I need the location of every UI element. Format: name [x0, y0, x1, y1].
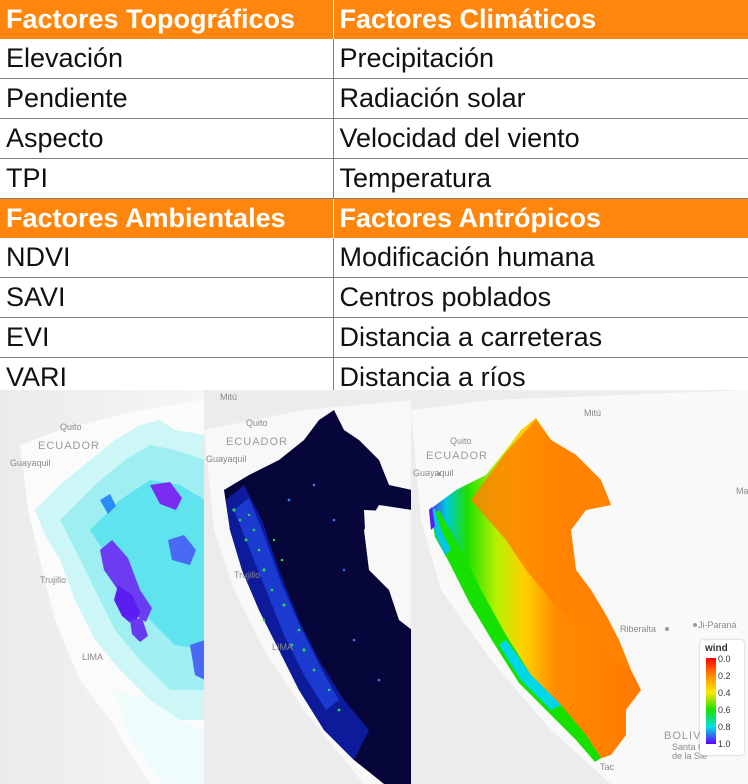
table-cell: SAVI	[0, 277, 334, 318]
legend-tick: 1.0	[718, 739, 731, 749]
table-cell: TPI	[0, 158, 334, 199]
legend-tick: 0.0	[718, 654, 731, 664]
table-header-cell: Factores Ambientales	[0, 198, 334, 238]
table-row: SAVI Centros poblados	[0, 277, 748, 318]
city-dot-riberalta	[665, 627, 669, 631]
table-row: NDVI Modificación humana	[0, 238, 748, 278]
label-ecuador-1: ECUADOR	[38, 440, 101, 452]
legend-tick: 0.6	[718, 705, 731, 715]
map-panel-color	[411, 390, 748, 784]
table-cell: Precipitación	[333, 39, 748, 79]
table-header-cell: Factores Climáticos	[333, 0, 748, 39]
label-lima-2: LIMA	[272, 642, 294, 652]
table-cell: Distancia a carreteras	[333, 317, 748, 358]
label-quito-3: Quito	[450, 436, 472, 446]
table-cell: EVI	[0, 317, 334, 358]
label-de-la-sierra-3: de la Sie	[672, 751, 708, 761]
city-dot-guayaquil	[437, 472, 441, 476]
table-cell: Radiación solar	[333, 78, 748, 119]
table-header-row: Factores Topográficos Factores Climáticos	[0, 0, 748, 39]
table-cell: Centros poblados	[333, 277, 748, 318]
label-mitu-3: Mitú	[584, 408, 602, 418]
label-lima-1: LIMA	[82, 652, 104, 662]
vegetation-speckles	[232, 508, 341, 712]
table-cell: Temperatura	[333, 158, 748, 199]
label-trujillo-1: Trujillo	[40, 575, 67, 585]
label-jiparana-3: Ji-Paraná	[698, 620, 737, 630]
wind-legend: wind 0.0 0.2 0.4 0.6 0.8 1.0	[700, 640, 744, 755]
table-cell: NDVI	[0, 238, 334, 278]
table-row: Pendiente Radiación solar	[0, 78, 748, 119]
table-cell: Pendiente	[0, 78, 334, 119]
table-cell: Modificación humana	[333, 238, 748, 278]
label-guayaquil-2: Guayaquil	[206, 454, 247, 464]
table-row: TPI Temperatura	[0, 158, 748, 199]
map-panel-dark	[204, 390, 412, 784]
map-cyan-svg	[0, 390, 205, 784]
label-quito-2: Quito	[246, 418, 268, 428]
legend-title: wind	[705, 643, 728, 654]
label-riberalta-3: Riberalta	[620, 624, 657, 634]
table-cell: Distancia a ríos	[339, 362, 526, 392]
table-cell: Elevación	[0, 39, 334, 79]
label-santa-cruz-3: Santa C	[672, 742, 705, 752]
map-color-svg	[411, 390, 748, 784]
table-row: Elevación Precipitación	[0, 39, 748, 79]
label-ecuador-2: ECUADOR	[226, 436, 289, 448]
label-mar-3: Mar	[736, 486, 748, 496]
table-row: Aspecto Velocidad del viento	[0, 118, 748, 159]
legend-color-bar	[706, 658, 716, 744]
label-ecuador-3: ECUADOR	[426, 450, 489, 462]
table-row: EVI Distancia a carreteras	[0, 317, 748, 358]
label-mitu-2: Mitú	[220, 392, 238, 402]
table-header-cell: Factores Topográficos	[0, 0, 334, 39]
map-dark-svg	[204, 390, 412, 784]
label-guayaquil-3: Guayaquil	[413, 468, 454, 478]
table-cell: Velocidad del viento	[333, 118, 748, 159]
legend-tick: 0.4	[718, 688, 731, 698]
map-strip: Quito ECUADOR Guayaquil Trujillo LIMA Qu…	[0, 390, 748, 784]
city-dot-jiparana	[693, 623, 697, 627]
label-trujillo-2: Trujillo	[234, 570, 261, 580]
table-header-cell: Factores Antrópicos	[333, 198, 748, 238]
peru-shape-dark	[224, 410, 412, 784]
map-panel-cyan	[0, 390, 205, 784]
factors-table: Factores Topográficos Factores Climáticos…	[0, 0, 748, 397]
label-quito-1: Quito	[60, 422, 82, 432]
legend-tick: 0.2	[718, 671, 731, 681]
label-guayaquil-1: Guayaquil	[10, 458, 51, 468]
table-cell: Aspecto	[0, 118, 334, 159]
table-header-row: Factores Ambientales Factores Antrópicos	[0, 198, 748, 238]
factors-table-body: Factores Topográficos Factores Climáticos…	[0, 0, 748, 397]
label-tacna-3: Tac	[600, 762, 615, 772]
legend-tick: 0.8	[718, 722, 731, 732]
